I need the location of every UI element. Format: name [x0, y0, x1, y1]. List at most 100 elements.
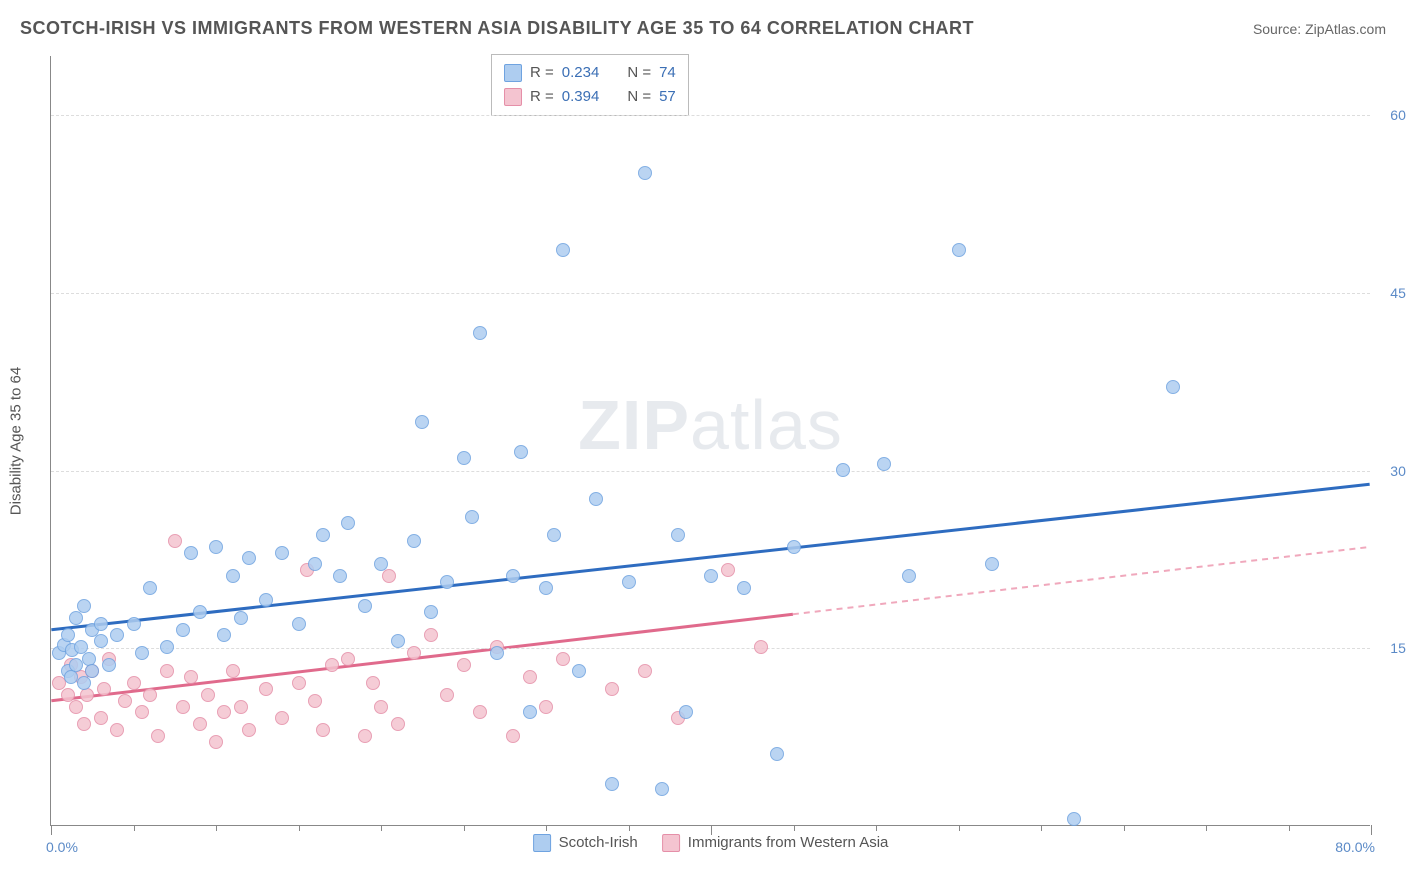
grid-line	[51, 293, 1370, 294]
series-name: Immigrants from Western Asia	[688, 831, 889, 855]
data-point	[415, 415, 429, 429]
x-tick	[134, 825, 135, 831]
data-point	[316, 528, 330, 542]
scatter-chart: Disability Age 35 to 64 ZIPatlas R = 0.2…	[50, 56, 1370, 826]
data-point	[465, 510, 479, 524]
data-point	[457, 658, 471, 672]
data-point	[242, 723, 256, 737]
legend-r-label: R =	[530, 61, 554, 85]
data-point	[85, 664, 99, 678]
grid-line	[51, 648, 1370, 649]
x-tick	[381, 825, 382, 831]
data-point	[506, 729, 520, 743]
x-axis-min-label: 0.0%	[46, 839, 78, 855]
data-point	[391, 717, 405, 731]
data-point	[61, 628, 75, 642]
data-point	[234, 611, 248, 625]
data-point	[77, 676, 91, 690]
data-point	[160, 640, 174, 654]
watermark-light: atlas	[690, 386, 843, 464]
data-point	[787, 540, 801, 554]
data-point	[374, 700, 388, 714]
data-point	[94, 634, 108, 648]
data-point	[234, 700, 248, 714]
data-point	[259, 593, 273, 607]
data-point	[836, 463, 850, 477]
data-point	[217, 705, 231, 719]
x-tick	[1041, 825, 1042, 831]
data-point	[316, 723, 330, 737]
legend-r-value: 0.394	[562, 85, 600, 109]
data-point	[69, 658, 83, 672]
data-point	[110, 628, 124, 642]
data-point	[143, 581, 157, 595]
data-point	[424, 605, 438, 619]
y-tick-label: 45.0%	[1375, 285, 1406, 301]
data-point	[77, 599, 91, 613]
legend-r-label: R =	[530, 85, 554, 109]
data-point	[374, 557, 388, 571]
data-point	[770, 747, 784, 761]
x-tick	[1371, 825, 1372, 835]
data-point	[94, 617, 108, 631]
data-point	[308, 694, 322, 708]
data-point	[1166, 380, 1180, 394]
data-point	[292, 617, 306, 631]
data-point	[201, 688, 215, 702]
data-point	[877, 457, 891, 471]
legend-swatch	[533, 834, 551, 852]
data-point	[366, 676, 380, 690]
x-tick	[629, 825, 630, 831]
data-point	[902, 569, 916, 583]
data-point	[118, 694, 132, 708]
data-point	[440, 575, 454, 589]
data-point	[143, 688, 157, 702]
data-point	[985, 557, 999, 571]
x-tick	[1289, 825, 1290, 831]
data-point	[655, 782, 669, 796]
data-point	[259, 682, 273, 696]
data-point	[440, 688, 454, 702]
watermark-bold: ZIP	[578, 386, 690, 464]
data-point	[721, 563, 735, 577]
data-point	[226, 664, 240, 678]
legend-n-label: N =	[627, 85, 651, 109]
legend-n-value: 57	[659, 85, 676, 109]
data-point	[490, 646, 504, 660]
data-point	[407, 646, 421, 660]
data-point	[193, 717, 207, 731]
data-point	[523, 705, 537, 719]
data-point	[341, 516, 355, 530]
data-point	[407, 534, 421, 548]
x-tick	[876, 825, 877, 831]
legend-swatch	[504, 88, 522, 106]
x-tick	[299, 825, 300, 831]
data-point	[209, 540, 223, 554]
x-tick	[51, 825, 52, 835]
data-point	[358, 729, 372, 743]
data-point	[151, 729, 165, 743]
legend-n-label: N =	[627, 61, 651, 85]
data-point	[102, 658, 116, 672]
chart-title: SCOTCH-IRISH VS IMMIGRANTS FROM WESTERN …	[20, 18, 974, 39]
series-name: Scotch-Irish	[559, 831, 638, 855]
data-point	[457, 451, 471, 465]
data-point	[325, 658, 339, 672]
data-point	[242, 551, 256, 565]
data-point	[135, 705, 149, 719]
source-attribution: Source: ZipAtlas.com	[1253, 21, 1386, 37]
data-point	[391, 634, 405, 648]
data-point	[514, 445, 528, 459]
correlation-legend: R = 0.234N = 74R = 0.394N = 57	[491, 54, 689, 116]
data-point	[184, 670, 198, 684]
data-point	[168, 534, 182, 548]
data-point	[671, 528, 685, 542]
data-point	[605, 682, 619, 696]
data-point	[473, 705, 487, 719]
series-legend-item: Immigrants from Western Asia	[662, 831, 889, 855]
data-point	[184, 546, 198, 560]
data-point	[638, 166, 652, 180]
x-tick	[794, 825, 795, 831]
x-tick	[711, 825, 712, 835]
series-legend-item: Scotch-Irish	[533, 831, 638, 855]
